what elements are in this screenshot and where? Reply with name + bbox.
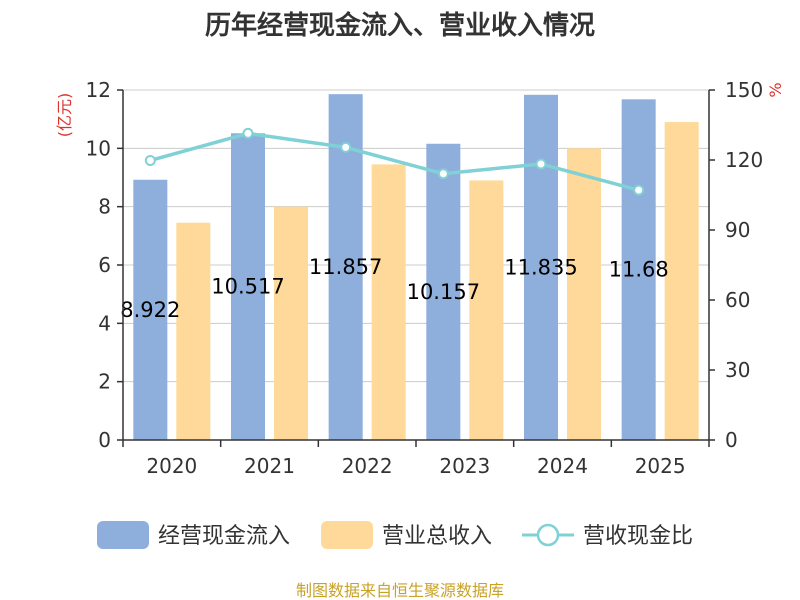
left-tick-label: 4 [98,311,111,335]
source-note: 制图数据来自恒生聚源数据库 [296,581,504,600]
x-tick-label: 2022 [342,454,393,478]
line-series [144,127,645,196]
right-axis-unit-label: % [766,82,785,97]
data-labels: 8.922 10.517 11.857 10.157 11.835 11.68 [120,255,668,322]
bar-cash-inflow [231,133,265,441]
bar-revenue [371,164,406,440]
legend-label-revenue: 营业总收入 [382,524,492,549]
point-ratio [437,168,449,180]
legend-swatch-revenue [321,521,373,549]
legend-label-cash-inflow: 经营现金流入 [158,524,290,549]
line-ratio [149,131,640,192]
bar-revenue [176,222,211,440]
x-tick-label: 2025 [635,454,686,478]
data-label-cash-inflow: 11.835 [504,255,577,279]
right-tick-label: 30 [725,358,750,382]
bar-series [133,94,699,441]
left-tick-label: 12 [86,78,111,102]
x-tick-label: 2023 [439,454,490,478]
point-ratio [242,127,254,139]
legend-swatch-ratio-marker [536,523,560,547]
bar-cash-inflow [621,99,656,440]
point-ratio [144,154,156,166]
bar-revenue [664,122,699,440]
legend-label-ratio: 营收现金比 [583,524,693,549]
left-tick-label: 2 [98,370,111,394]
bar-cash-inflow [133,179,168,440]
left-axis-unit-label: (亿元) [55,93,74,138]
data-label-cash-inflow: 8.922 [120,298,180,322]
left-tick-label: 6 [98,253,111,277]
x-tick-label: 2024 [537,454,588,478]
legend-swatch-cash-inflow [97,521,149,549]
data-label-cash-inflow: 11.857 [309,255,382,279]
grid-lines [123,89,709,383]
bar-revenue [469,180,504,440]
chart-title: 历年经营现金流入、营业收入情况 [205,10,595,41]
right-tick-label: 120 [725,148,763,172]
bar-cash-inflow [524,94,558,440]
bar-cash-inflow [426,143,461,441]
right-tick-label: 150 [725,78,763,102]
right-tick-label: 0 [725,428,738,452]
bar-revenue [567,148,601,441]
point-ratio [633,184,645,196]
left-tick-label: 0 [98,428,111,452]
x-tick-label: 2021 [244,454,295,478]
data-label-cash-inflow: 10.157 [407,280,480,304]
bar-revenue [274,206,308,440]
left-tick-label: 8 [98,195,111,219]
data-label-cash-inflow: 10.517 [211,275,284,299]
left-tick-label: 10 [86,136,111,160]
right-tick-label: 90 [725,218,750,242]
point-ratio [340,141,352,153]
x-tick-label: 2020 [146,454,197,478]
legend: 经营现金流入 营业总收入 营收现金比 [97,521,693,549]
right-tick-label: 60 [725,288,750,312]
data-label-cash-inflow: 11.68 [609,258,669,282]
point-ratio [535,158,547,170]
